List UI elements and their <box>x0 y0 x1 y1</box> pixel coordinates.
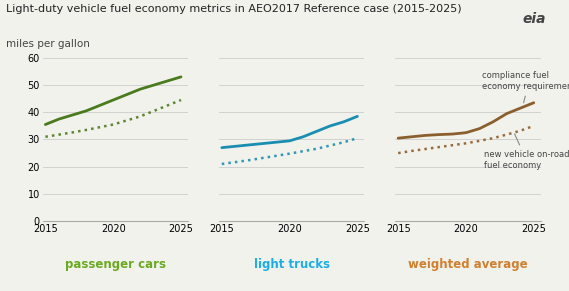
Text: eia: eia <box>523 12 546 26</box>
Text: compliance fuel
economy requirement: compliance fuel economy requirement <box>483 71 569 103</box>
Text: Light-duty vehicle fuel economy metrics in AEO2017 Reference case (2015-2025): Light-duty vehicle fuel economy metrics … <box>6 4 461 14</box>
Text: passenger cars: passenger cars <box>65 258 166 271</box>
Text: new vehicle on-road
fuel economy: new vehicle on-road fuel economy <box>484 134 569 170</box>
Text: miles per gallon: miles per gallon <box>6 39 89 49</box>
Text: light trucks: light trucks <box>254 258 329 271</box>
Text: weighted average: weighted average <box>408 258 528 271</box>
